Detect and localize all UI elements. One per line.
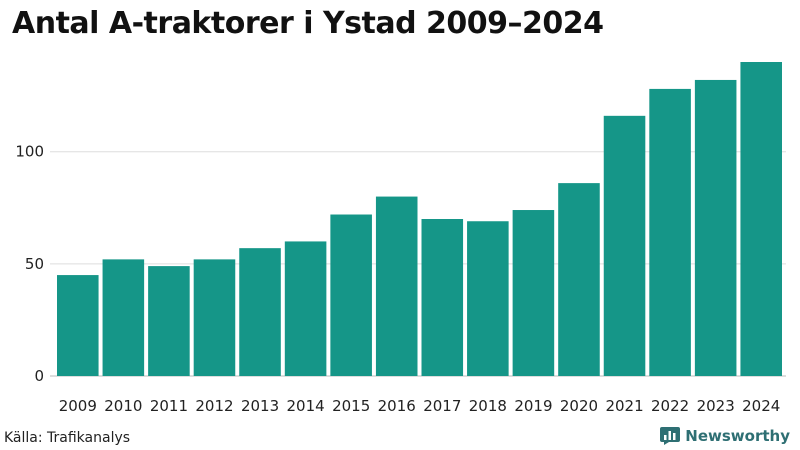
x-tick-label: 2017 xyxy=(423,397,461,415)
brand-name: Newsworthy xyxy=(685,427,790,445)
x-tick-label: 2022 xyxy=(651,397,689,415)
bar-2010[interactable] xyxy=(102,259,145,376)
y-tick-label: 100 xyxy=(15,143,44,161)
x-tick-label: 2016 xyxy=(378,397,416,415)
y-tick-label: 0 xyxy=(34,367,44,385)
bar-2023[interactable] xyxy=(694,79,737,376)
bar-2011[interactable] xyxy=(148,266,190,376)
x-tick-label: 2009 xyxy=(59,397,97,415)
x-tick-label: 2013 xyxy=(241,397,279,415)
chart-title: Antal A-traktorer i Ystad 2009–2024 xyxy=(12,6,604,41)
x-tick-label: 2014 xyxy=(287,397,325,415)
bar-2017[interactable] xyxy=(421,219,464,376)
x-tick-label: 2015 xyxy=(332,397,370,415)
bar-2016[interactable] xyxy=(375,196,418,376)
brand-logo: Newsworthy xyxy=(660,427,790,445)
bar-chart-logo-icon xyxy=(660,427,681,445)
bar-2014[interactable] xyxy=(284,241,327,376)
x-tick-label: 2019 xyxy=(514,397,552,415)
bar-2015[interactable] xyxy=(330,214,372,376)
x-tick-label: 2020 xyxy=(560,397,598,415)
x-tick-label: 2018 xyxy=(469,397,507,415)
bar-2022[interactable] xyxy=(649,88,691,377)
bar-2013[interactable] xyxy=(239,248,281,376)
x-tick-label: 2023 xyxy=(697,397,735,415)
bar-2009[interactable] xyxy=(57,275,99,376)
x-tick-label: 2021 xyxy=(605,397,643,415)
bar-2018[interactable] xyxy=(467,221,509,376)
bar-2012[interactable] xyxy=(193,259,236,376)
bar-2019[interactable] xyxy=(512,210,555,376)
x-tick-label: 2024 xyxy=(742,397,780,415)
y-tick-label: 50 xyxy=(25,255,44,273)
x-tick-label: 2010 xyxy=(104,397,142,415)
bar-2024[interactable] xyxy=(740,62,782,376)
x-tick-label: 2011 xyxy=(150,397,188,415)
bar-2020[interactable] xyxy=(558,183,600,376)
source-note: Källa: Trafikanalys xyxy=(4,430,131,446)
x-tick-label: 2012 xyxy=(195,397,233,415)
bar-2021[interactable] xyxy=(603,115,646,376)
